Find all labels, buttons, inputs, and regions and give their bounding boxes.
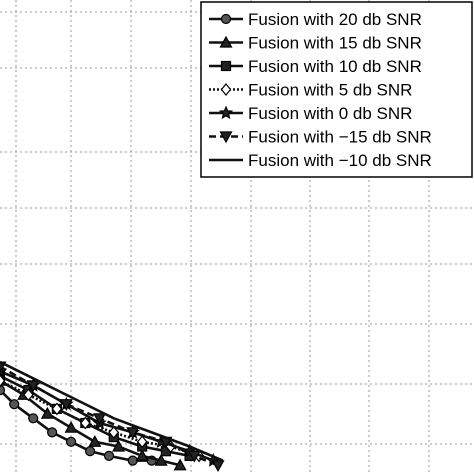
- legend-entries: Fusion with 20 db SNR Fusion with 15 db S…: [209, 10, 432, 170]
- series-line: [0, 379, 200, 458]
- data-point: [9, 399, 20, 410]
- series-7: [0, 360, 224, 462]
- legend-marker: [220, 13, 232, 25]
- data-point: [64, 420, 78, 433]
- data-point: [173, 458, 187, 471]
- data-point: [47, 427, 58, 438]
- data-point: [59, 399, 73, 411]
- legend-label: Fusion with 15 db SNR: [248, 34, 422, 53]
- legend-label: Fusion with 20 db SNR: [248, 10, 422, 29]
- legend-marker: [219, 35, 233, 48]
- data-point: [136, 435, 148, 449]
- legend-box: [200, 1, 473, 178]
- data-point: [80, 416, 91, 430]
- legend-entry: Fusion with 15 db SNR: [209, 34, 422, 53]
- legend-label: Fusion with 10 db SNR: [248, 57, 422, 76]
- data-point: [127, 455, 138, 466]
- data-point: [88, 435, 102, 447]
- legend-marker: [218, 105, 234, 120]
- series-6: [0, 361, 225, 473]
- legend-entry: Fusion with 5 db SNR: [209, 81, 412, 100]
- legend-label: Fusion with −15 db SNR: [248, 128, 432, 147]
- data-point: [103, 450, 115, 461]
- series-1: [0, 385, 157, 466]
- legend-marker: [220, 60, 232, 72]
- series-layer: [0, 360, 225, 473]
- data-point: [51, 402, 63, 416]
- data-point: [111, 439, 126, 452]
- legend-entry: Fusion with 0 db SNR: [209, 104, 412, 123]
- data-point: [0, 385, 6, 396]
- data-point: [23, 388, 34, 402]
- data-point: [65, 436, 77, 447]
- legend-entry: Fusion with 10 db SNR: [209, 57, 422, 76]
- data-point: [26, 380, 40, 393]
- data-point: [93, 413, 107, 426]
- series-line: [0, 360, 224, 462]
- legend-label: Fusion with 5 db SNR: [248, 81, 412, 100]
- data-point: [187, 450, 201, 463]
- data-point: [108, 425, 120, 439]
- legend-marker: [219, 131, 233, 144]
- legend-marker: [220, 83, 232, 96]
- data-point: [84, 446, 96, 457]
- legend-label: Fusion with 0 db SNR: [248, 104, 412, 123]
- legend-entry: Fusion with −15 db SNR: [209, 128, 432, 147]
- legend-entry: Fusion with 20 db SNR: [209, 10, 422, 29]
- data-point: [211, 460, 225, 473]
- data-point: [126, 427, 140, 440]
- data-point: [154, 453, 168, 466]
- data-point: [0, 374, 6, 388]
- legend: Fusion with 20 db SNR Fusion with 15 db S…: [200, 1, 473, 178]
- legend-label: Fusion with −10 db SNR: [248, 151, 432, 170]
- data-point: [40, 406, 54, 419]
- legend-entry: Fusion with −10 db SNR: [209, 151, 432, 170]
- data-point: [28, 413, 39, 424]
- data-point: [135, 449, 149, 461]
